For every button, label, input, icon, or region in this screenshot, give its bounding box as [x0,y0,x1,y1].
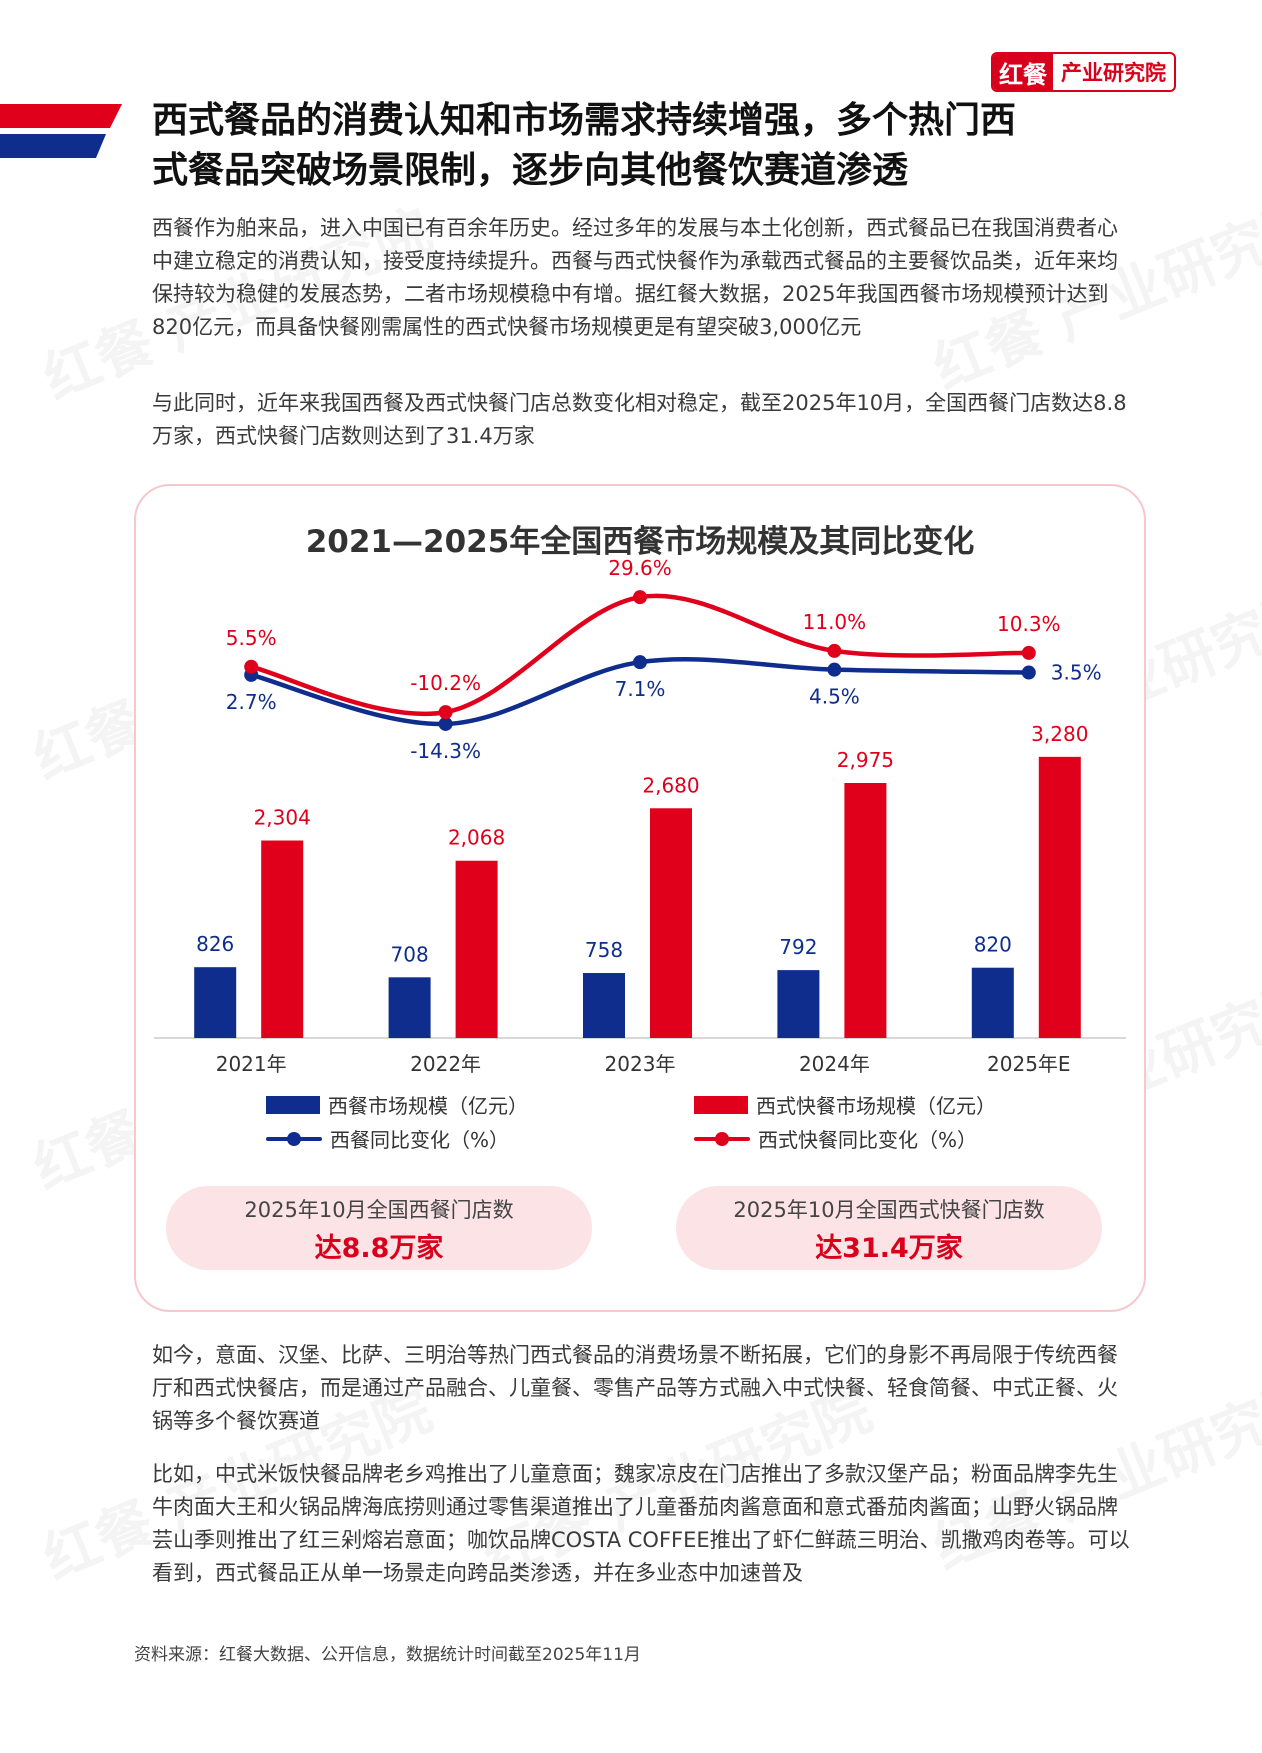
line-data-label: 11.0% [803,610,867,634]
stat-value: 达8.8万家 [314,1233,444,1264]
logo-text: 产业研究院 [1061,61,1166,85]
line-point [633,590,647,605]
line-data-label: -14.3% [410,739,481,763]
line-point [633,655,647,670]
page-title: 西式餐品的消费认知和市场需求持续增强，多个热门西 式餐品突破场景限制，逐步向其他… [152,96,1132,196]
chart-title: 2021—2025年全国西餐市场规模及其同比变化 [305,524,975,560]
bar [194,967,237,1038]
line-point [438,716,453,731]
legend-item-fastfood-size: 西式快餐市场规模（亿元） [694,1090,996,1119]
stat-label: 2025年10月全国西餐门店数 [244,1198,514,1222]
stat-label: 2025年10月全国西式快餐门店数 [733,1198,1045,1222]
line-point [244,659,259,674]
line-data-label: 29.6% [608,556,672,580]
title-accent-shape [0,104,122,158]
bar [844,783,887,1038]
legend-swatch [694,1095,748,1114]
stat-western-stores: 2025年10月全国西餐门店数 达8.8万家 [166,1186,592,1270]
paragraph-4: 比如，中式米饭快餐品牌老乡鸡推出了儿童意面；魏家凉皮在门店推出了多款汉堡产品；粉… [152,1462,1130,1585]
legend-label: 西餐市场规模（亿元） [328,1094,528,1118]
bar-data-label: 826 [196,932,234,956]
bar [455,860,498,1038]
bar [388,977,431,1038]
paragraph-3: 如今，意面、汉堡、比萨、三明治等热门西式餐品的消费场景不断拓展，它们的身影不再局… [152,1343,1118,1433]
paragraph-2: 与此同时，近年来我国西餐及西式快餐门店总数变化相对稳定，截至2025年10月，全… [152,391,1127,448]
line-point [1021,645,1036,660]
line-point [827,643,842,658]
bar-data-label: 2,304 [254,806,311,830]
x-tick-label: 2025年E [987,1052,1071,1076]
bar-data-label: 708 [391,942,429,966]
line-data-label: 2.7% [226,690,277,714]
bar [583,973,625,1038]
page-title-line2: 式餐品突破场景限制，逐步向其他餐饮赛道渗透 [152,150,909,191]
legend-label: 西式快餐同比变化（%） [758,1128,978,1152]
legend-item-western-yoy: 西餐同比变化（%） [266,1124,509,1153]
legend-label: 西餐同比变化（%） [330,1128,510,1152]
bar-data-label: 792 [779,935,817,959]
x-tick-label: 2022年 [410,1052,481,1076]
bar-data-label: 2,068 [448,826,505,850]
chart-plot: 2021年 826 2,304 2022年 708 2,068 2023年 758 2,680 2… [154,556,1126,1076]
bar-data-label: 2,975 [837,748,894,772]
legend-swatch [266,1095,320,1114]
bar [971,967,1014,1038]
line-point [1021,665,1036,680]
line-data-label: -10.2% [410,671,481,695]
legend-item-fastfood-yoy: 西式快餐同比变化（%） [694,1124,977,1153]
legend-swatch [694,1130,750,1148]
x-tick-label: 2021年 [216,1052,287,1076]
line-point [827,662,842,677]
stat-value: 达31.4万家 [815,1233,963,1264]
chart-card: 2021—2025年全国西餐市场规模及其同比变化 2021年 826 2,304 20… [134,484,1146,1312]
line-data-label: 4.5% [809,685,860,709]
page-title-line1: 西式餐品的消费认知和市场需求持续增强，多个热门西 [152,100,1017,141]
legend-swatch [266,1130,322,1148]
brand-logo: 红餐 产业研究院 [991,52,1176,92]
stat-fastfood-stores: 2025年10月全国西式快餐门店数 达31.4万家 [676,1186,1102,1270]
x-tick-label: 2024年 [799,1052,870,1076]
bar [1038,756,1081,1038]
bar [777,970,820,1038]
legend-item-western-size: 西餐市场规模（亿元） [266,1090,528,1119]
line-data-label: 5.5% [226,626,277,650]
bar-data-label: 2,680 [642,773,699,797]
bar-data-label: 820 [974,933,1012,957]
line-data-label: 10.3% [997,612,1061,636]
bar [650,808,692,1038]
paragraph-1: 西餐作为舶来品，进入中国已有百余年历史。经过多年的发展与本土化创新，西式餐品已在… [152,216,1118,339]
x-tick-label: 2023年 [605,1052,676,1076]
legend-label: 西式快餐市场规模（亿元） [756,1094,996,1118]
bar [261,840,304,1038]
line-point [438,705,453,720]
bar-data-label: 3,280 [1031,722,1088,746]
bar-data-label: 758 [585,938,623,962]
logo-mark: 红餐 [993,54,1053,90]
line-data-label: 3.5% [1051,661,1102,685]
source-note: 资料来源：红餐大数据、公开信息，数据统计时间截至2025年11月 [134,1645,641,1665]
line-data-label: 7.1% [615,677,666,701]
